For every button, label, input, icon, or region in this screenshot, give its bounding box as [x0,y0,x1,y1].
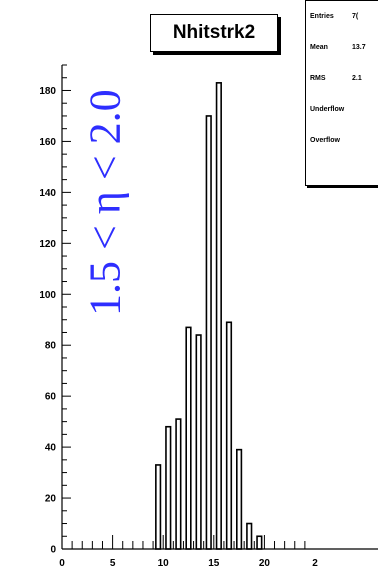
x-tick-label: 10 [158,558,170,569]
stats-row-entries: Entries 7( [310,13,378,44]
histogram-bar [256,535,263,550]
stats-row-rms: RMS 2.1 [310,75,378,106]
histogram-bar [165,425,172,550]
x-tick-label: 20 [259,558,271,569]
histogram-bar [246,522,253,550]
x-tick-label: 0 [59,558,65,569]
stats-label-rms: RMS [310,75,326,82]
stats-row-mean: Mean 13.7 [310,44,378,75]
y-tick-label: 180 [39,86,56,97]
x-tick-label: 2 [312,558,318,569]
y-tick-label: 160 [39,137,56,148]
stats-row-underflow: Underflow [310,106,378,137]
y-tick-label: 100 [39,290,56,301]
chart-title: Nhitstrk2 [150,14,278,52]
stats-value-mean: 13.7 [352,44,366,51]
histogram-bar [205,115,212,550]
y-tick-label: 0 [50,545,56,556]
stats-row-overflow: Overflow [310,137,378,168]
y-tick-label: 80 [45,341,57,352]
histogram-bar [185,326,192,550]
x-tick-label: 5 [110,558,116,569]
stats-value-rms: 2.1 [352,75,362,82]
x-tick-label: 15 [208,558,220,569]
histogram-bar [236,448,243,550]
histogram-bar [175,418,182,550]
histogram-bar [215,82,222,550]
stats-label-mean: Mean [310,44,328,51]
y-tick-label: 120 [39,239,56,250]
histogram-bar [195,334,202,550]
y-tick-label: 60 [45,392,57,403]
y-tick-label: 40 [45,443,57,454]
y-tick-label: 20 [45,494,57,505]
histogram-bar [155,464,162,550]
y-tick-label: 140 [39,188,56,199]
histogram-bar [225,321,233,550]
stats-box: Entries 7( Mean 13.7 RMS 2.1 Underflow O… [305,0,378,186]
eta-range-annotation: 1.5 < η < 2.0 [80,89,130,317]
stats-label-overflow: Overflow [310,137,340,144]
stats-value-entries: 7( [352,13,359,20]
stats-label-underflow: Underflow [310,106,345,113]
stats-label-entries: Entries [310,13,334,20]
